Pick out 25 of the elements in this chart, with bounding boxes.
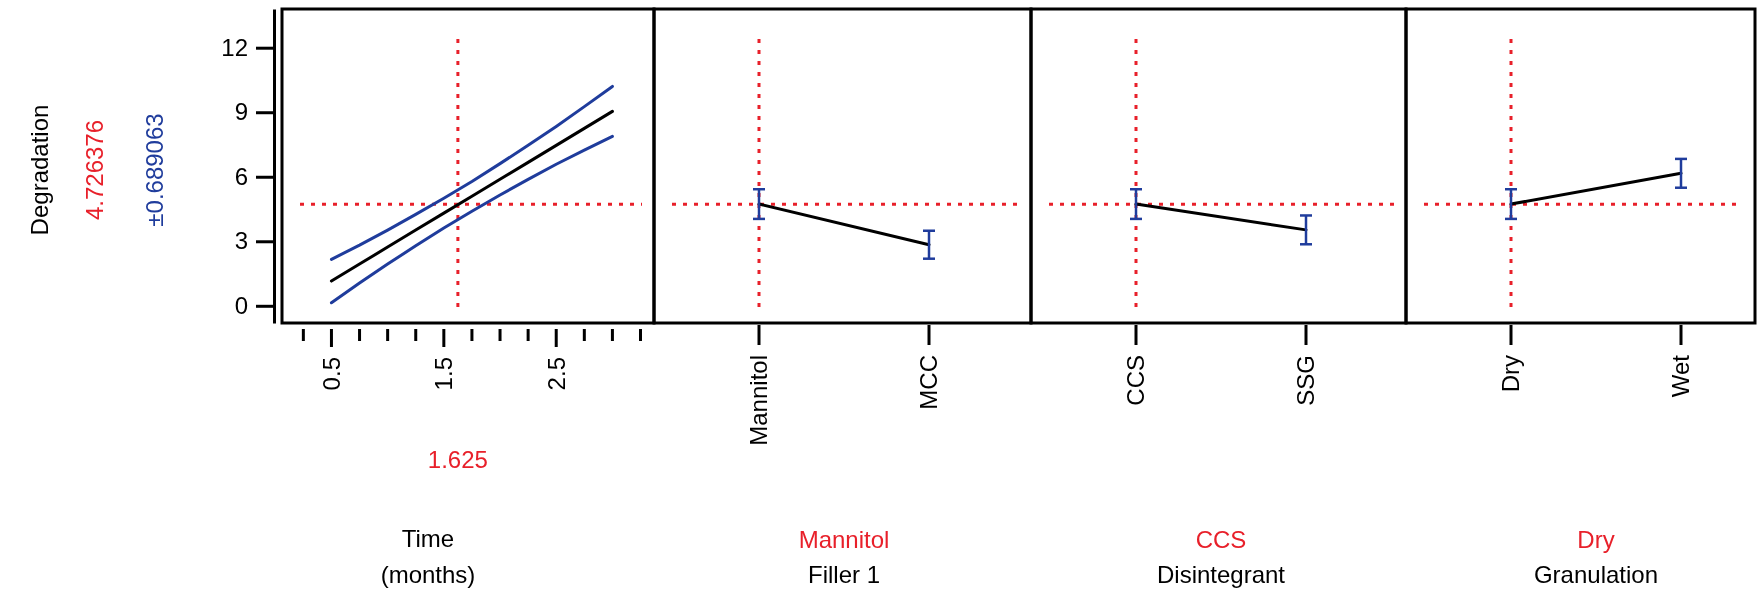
x-tick-label: 0.5 (317, 357, 345, 391)
x-tick-label: CCS (1122, 355, 1150, 406)
x-axis-title: Filler 1 (807, 561, 881, 589)
x-tick-label: Wet (1667, 354, 1695, 398)
ref-line-label: 4.726376 (81, 119, 109, 221)
x-tick-label: SSG (1292, 355, 1320, 406)
text: ±0.689063 (141, 113, 169, 227)
x-tick-label: MCC (915, 355, 943, 410)
x-tick-label: Dry (1497, 355, 1525, 393)
x-tick-label: 1.5 (430, 357, 458, 391)
ref-line-label: Mannitol (798, 526, 890, 554)
x-axis-title: Time (months) (380, 525, 476, 589)
y-tick-label: 12 (221, 33, 248, 61)
y-tick-label: 9 (234, 98, 248, 126)
x-axis-title: Granulation (1533, 561, 1659, 589)
y-tick-label: 0 (234, 291, 248, 319)
x-tick-label: 2.5 (542, 357, 570, 391)
ref-line-label: CCS (1195, 526, 1247, 554)
x-axis-title: Disintegrant (1156, 561, 1286, 589)
ref-line-label: Dry (1577, 526, 1615, 554)
x-tick-label: Mannitol (745, 355, 773, 446)
y-axis-title: Degradation (26, 104, 54, 236)
y-tick-label: 3 (234, 227, 248, 255)
y-tick-label: 6 (234, 162, 248, 190)
ref-line-label: 1.625 (427, 446, 488, 474)
